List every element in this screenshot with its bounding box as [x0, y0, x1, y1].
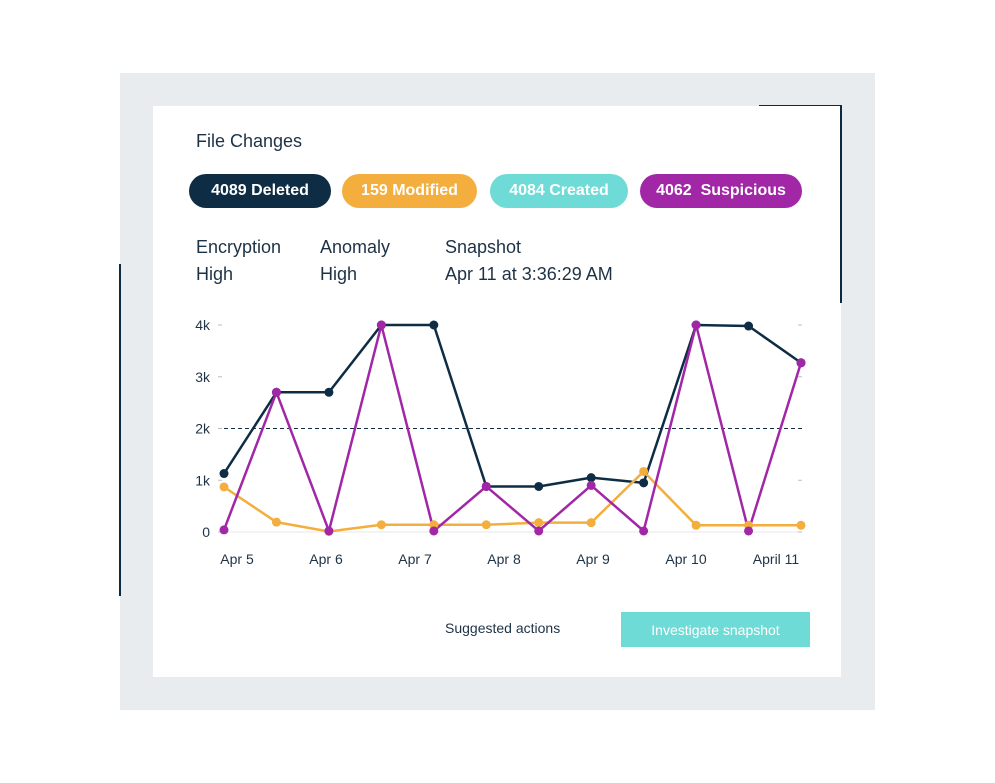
- modified-badge[interactable]: 159 Modified: [342, 174, 477, 208]
- data-point-suspicious: [796, 358, 806, 368]
- data-point-modified: [376, 520, 386, 530]
- data-point-modified: [586, 518, 596, 528]
- series-line-deleted: [222, 323, 802, 488]
- created-badge[interactable]: 4084 Created: [490, 174, 628, 208]
- data-point-modified: [796, 520, 806, 530]
- data-point-suspicious: [691, 320, 701, 330]
- data-point-suspicious: [271, 387, 281, 397]
- snapshot-value: Apr 11 at 3:36:29 AM: [445, 264, 613, 284]
- data-point-deleted: [639, 478, 649, 488]
- y-tick-label: 3k: [195, 369, 211, 385]
- y-tick-label: 4k: [195, 317, 211, 333]
- data-point-modified: [691, 520, 701, 530]
- data-point-deleted: [429, 320, 439, 330]
- series-line-modified: [223, 470, 801, 533]
- y-tick-label: 2k: [195, 421, 211, 437]
- data-point-modified: [429, 520, 439, 530]
- anomaly-value: High: [320, 264, 358, 284]
- y-tick-label: 1k: [195, 472, 211, 488]
- encryption-value: High: [196, 264, 234, 284]
- anomaly-label: Anomaly: [320, 237, 391, 257]
- series-line-suspicious: [222, 323, 803, 533]
- y-tick-label: 0: [202, 524, 210, 540]
- data-point-deleted: [534, 481, 544, 491]
- data-point-modified: [639, 466, 649, 476]
- data-point-suspicious: [429, 526, 439, 536]
- x-tick-label: Apr 7: [398, 551, 432, 567]
- card-title: File Changes: [196, 131, 303, 151]
- x-tick-label: Apr 6: [309, 551, 343, 567]
- snapshot-label: Snapshot: [445, 237, 522, 257]
- accent-line-top: [759, 105, 842, 106]
- x-tick-label: April 11: [753, 551, 800, 567]
- data-point-suspicious: [324, 526, 334, 536]
- deleted-badge[interactable]: 4089 Deleted: [189, 174, 331, 208]
- data-point-suspicious: [586, 480, 596, 490]
- data-point-deleted: [744, 321, 754, 331]
- accent-line-left: [119, 264, 121, 596]
- investigate-snapshot-button[interactable]: Investigate snapshot: [621, 612, 810, 647]
- x-tick-label: Apr 10: [665, 551, 706, 567]
- data-point-modified: [271, 517, 281, 527]
- data-point-deleted: [219, 469, 229, 479]
- suggested-actions-link[interactable]: Suggested actions: [445, 620, 561, 636]
- data-point-modified: [481, 520, 491, 530]
- x-tick-label: Apr 5: [220, 551, 254, 567]
- data-point-suspicious: [219, 525, 229, 535]
- data-point-suspicious: [376, 320, 386, 330]
- x-tick-label: Apr 9: [576, 551, 610, 567]
- data-point-suspicious: [744, 526, 754, 536]
- data-point-modified: [219, 482, 229, 492]
- x-tick-label: Apr 8: [487, 551, 521, 567]
- data-point-suspicious: [534, 526, 544, 536]
- encryption-label: Encryption: [196, 237, 282, 257]
- data-point-deleted: [586, 473, 596, 483]
- suspicious-badge[interactable]: 4062 Suspicious: [640, 174, 802, 208]
- accent-line-right: [840, 105, 842, 303]
- data-point-suspicious: [481, 481, 491, 491]
- data-point-suspicious: [639, 526, 649, 536]
- data-point-deleted: [324, 387, 334, 397]
- data-point-modified: [534, 518, 544, 528]
